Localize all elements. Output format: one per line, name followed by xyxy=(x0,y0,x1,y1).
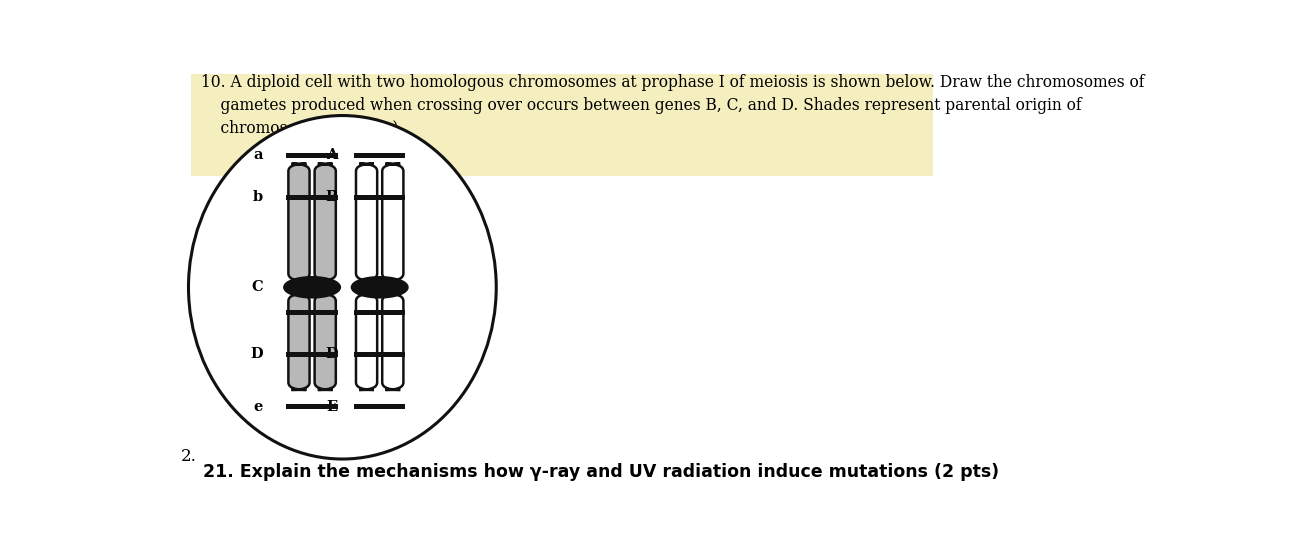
FancyBboxPatch shape xyxy=(354,153,405,158)
Text: E: E xyxy=(327,400,337,413)
Text: 10. A diploid cell with two homologous chromosomes at prophase I of meiosis is s: 10. A diploid cell with two homologous c… xyxy=(201,75,1144,137)
FancyBboxPatch shape xyxy=(315,164,336,281)
Text: c: c xyxy=(329,280,337,294)
FancyBboxPatch shape xyxy=(191,73,932,176)
FancyBboxPatch shape xyxy=(354,404,405,409)
Text: b: b xyxy=(253,190,263,204)
FancyBboxPatch shape xyxy=(286,153,337,158)
Text: D: D xyxy=(326,347,337,361)
Text: D: D xyxy=(250,347,263,361)
Text: C: C xyxy=(251,280,263,294)
FancyBboxPatch shape xyxy=(383,294,404,390)
Text: a: a xyxy=(254,149,263,162)
Text: 21. Explain the mechanisms how γ-ray and UV radiation induce mutations (2 pts): 21. Explain the mechanisms how γ-ray and… xyxy=(203,463,999,481)
FancyBboxPatch shape xyxy=(354,310,405,315)
FancyBboxPatch shape xyxy=(315,294,336,390)
Ellipse shape xyxy=(189,115,496,459)
FancyBboxPatch shape xyxy=(286,352,337,357)
Text: 2.: 2. xyxy=(181,448,197,466)
Ellipse shape xyxy=(352,277,408,298)
FancyBboxPatch shape xyxy=(383,164,404,281)
Text: e: e xyxy=(254,400,263,413)
FancyBboxPatch shape xyxy=(286,404,337,409)
FancyBboxPatch shape xyxy=(355,294,378,390)
Ellipse shape xyxy=(284,277,340,298)
Text: A: A xyxy=(327,149,337,162)
FancyBboxPatch shape xyxy=(354,352,405,357)
FancyBboxPatch shape xyxy=(286,310,337,315)
FancyBboxPatch shape xyxy=(354,195,405,200)
FancyBboxPatch shape xyxy=(288,164,310,281)
FancyBboxPatch shape xyxy=(355,164,378,281)
FancyBboxPatch shape xyxy=(286,195,337,200)
FancyBboxPatch shape xyxy=(288,294,310,390)
Text: B: B xyxy=(326,190,337,204)
